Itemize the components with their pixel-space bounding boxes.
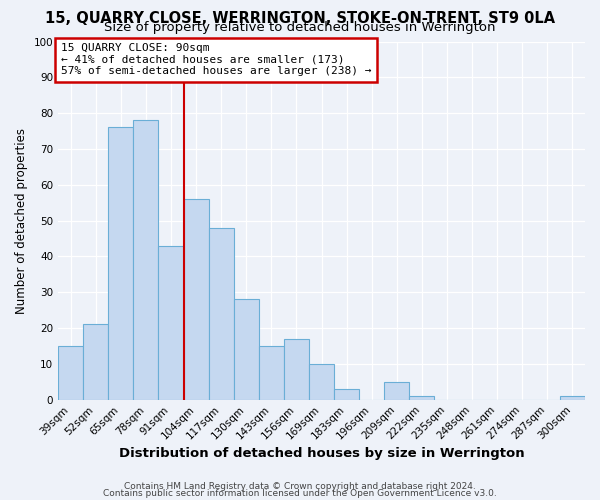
- Bar: [334, 389, 359, 400]
- Bar: [560, 396, 585, 400]
- Text: Contains public sector information licensed under the Open Government Licence v3: Contains public sector information licen…: [103, 489, 497, 498]
- Bar: [133, 120, 158, 400]
- Bar: [184, 199, 209, 400]
- Text: Size of property relative to detached houses in Werrington: Size of property relative to detached ho…: [104, 21, 496, 34]
- Bar: [58, 346, 83, 400]
- Bar: [158, 246, 184, 400]
- Bar: [384, 382, 409, 400]
- Bar: [259, 346, 284, 400]
- Bar: [409, 396, 434, 400]
- Bar: [309, 364, 334, 400]
- Bar: [83, 324, 108, 400]
- Text: 15, QUARRY CLOSE, WERRINGTON, STOKE-ON-TRENT, ST9 0LA: 15, QUARRY CLOSE, WERRINGTON, STOKE-ON-T…: [45, 11, 555, 26]
- Y-axis label: Number of detached properties: Number of detached properties: [15, 128, 28, 314]
- Bar: [284, 339, 309, 400]
- Bar: [233, 300, 259, 400]
- Bar: [108, 128, 133, 400]
- Text: Contains HM Land Registry data © Crown copyright and database right 2024.: Contains HM Land Registry data © Crown c…: [124, 482, 476, 491]
- Bar: [209, 228, 233, 400]
- X-axis label: Distribution of detached houses by size in Werrington: Distribution of detached houses by size …: [119, 447, 524, 460]
- Text: 15 QUARRY CLOSE: 90sqm
← 41% of detached houses are smaller (173)
57% of semi-de: 15 QUARRY CLOSE: 90sqm ← 41% of detached…: [61, 44, 371, 76]
